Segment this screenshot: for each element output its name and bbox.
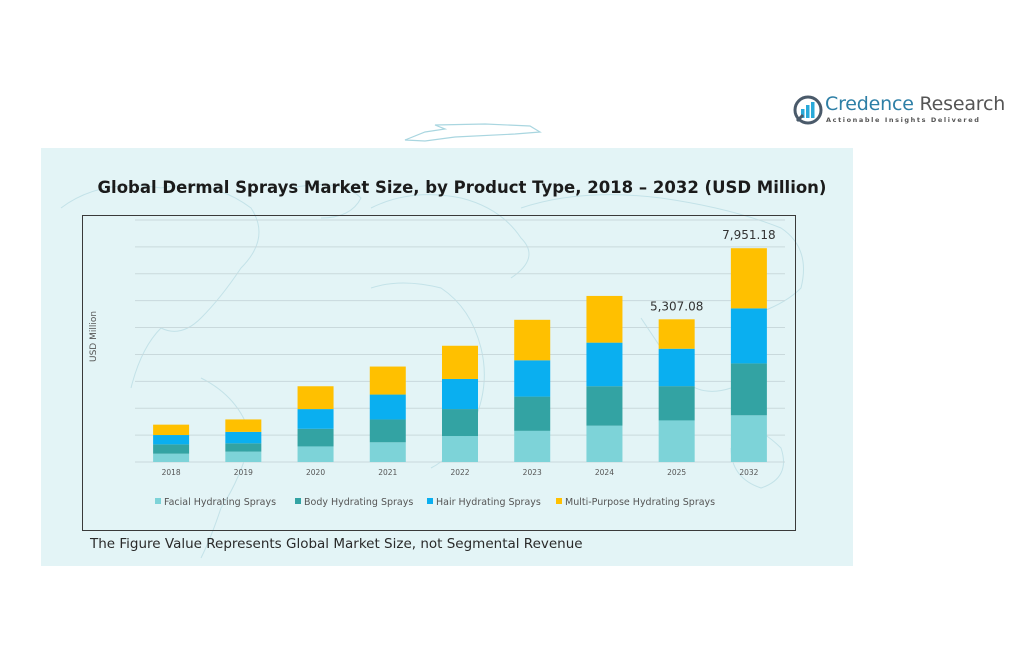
y-axis-label: USD Million xyxy=(89,310,99,362)
credence-research-logo: Credence Research Actionable Insights De… xyxy=(793,93,1005,129)
chart-title: Global Dermal Sprays Market Size, by Pro… xyxy=(97,178,827,197)
chart-panel: Global Dermal Sprays Market Size, by Pro… xyxy=(41,148,853,566)
logo-chart-icon xyxy=(793,95,823,125)
brand-name-part1: Credence xyxy=(825,93,914,115)
decorative-island-outline xyxy=(404,123,542,142)
brand-name: Credence Research xyxy=(825,93,1005,115)
footnote: The Figure Value Represents Global Marke… xyxy=(90,536,583,552)
chart-frame xyxy=(82,215,796,531)
brand-name-part2: Research xyxy=(919,93,1006,115)
brand-tagline: Actionable Insights Delivered xyxy=(826,116,981,124)
